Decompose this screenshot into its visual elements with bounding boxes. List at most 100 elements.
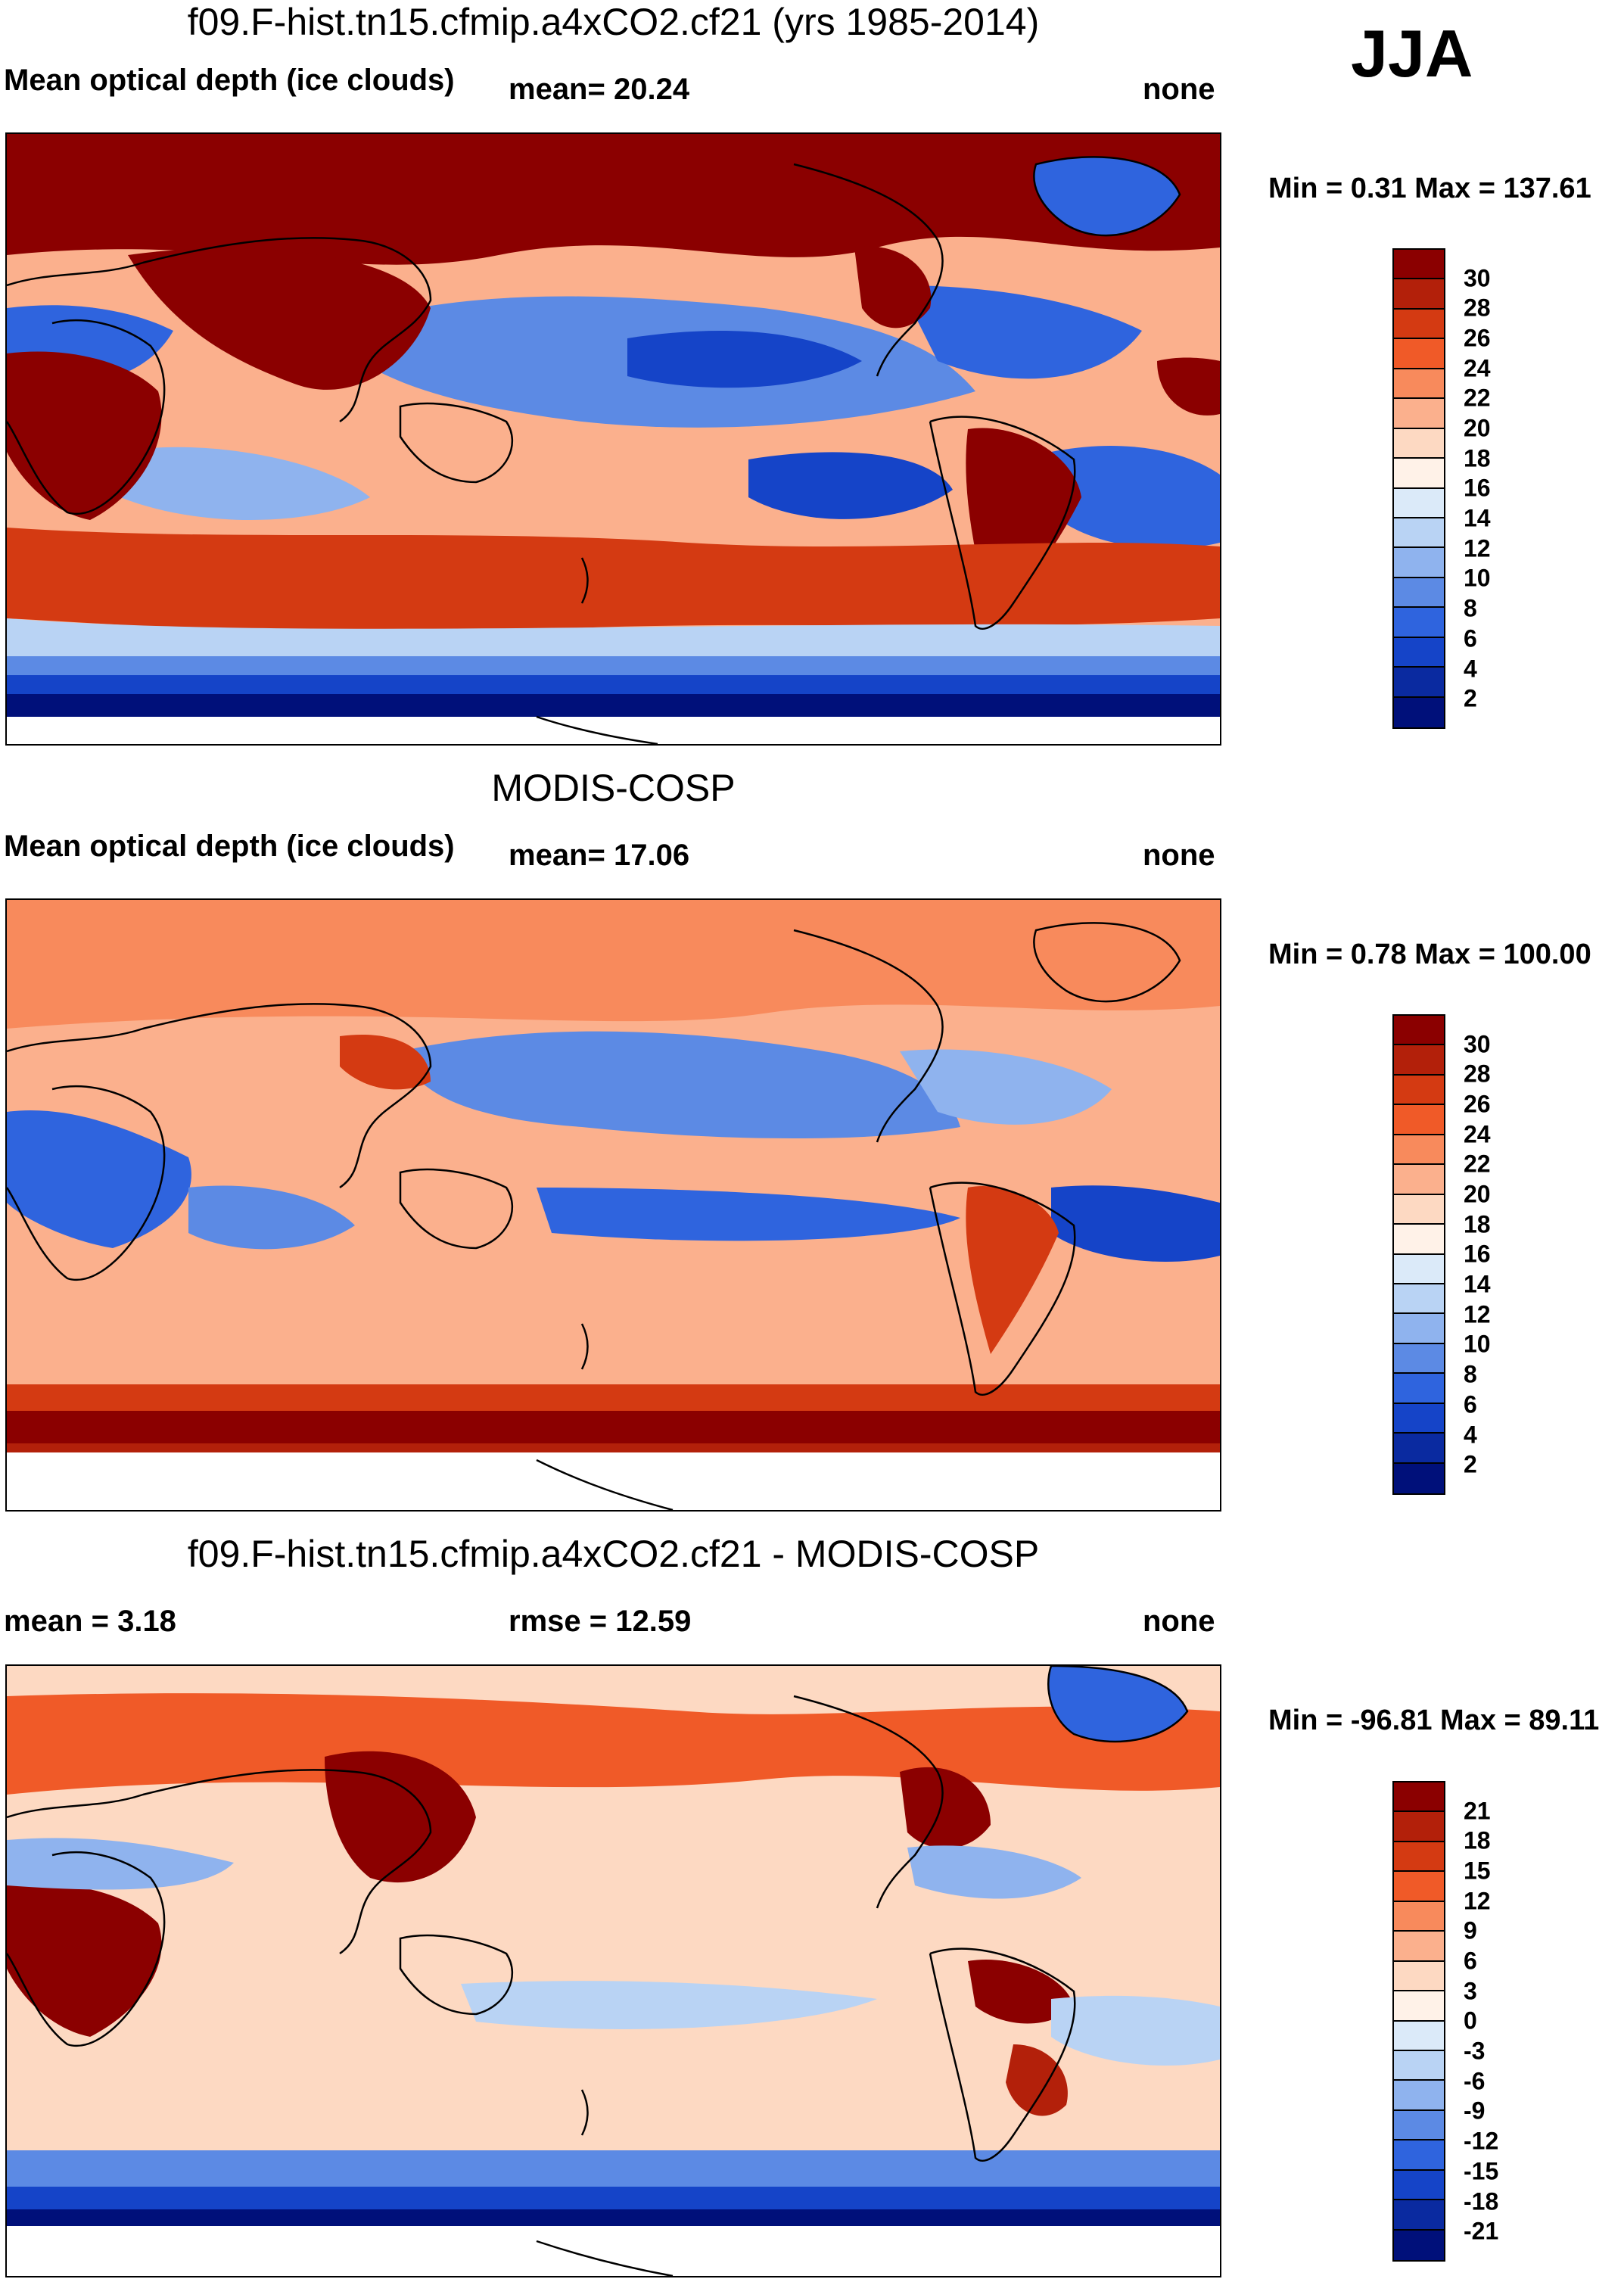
panel-1-map-field bbox=[7, 134, 1220, 744]
colorbar-swatch bbox=[1394, 1165, 1444, 1195]
colorbar-tick-label: 26 bbox=[1464, 1090, 1491, 1118]
colorbar-swatch bbox=[1394, 697, 1444, 727]
colorbar-tick-label: 6 bbox=[1464, 1947, 1477, 1975]
colorbar-tick-label: 0 bbox=[1464, 2007, 1477, 2035]
colorbar-tick-label: 6 bbox=[1464, 624, 1477, 652]
colorbar-tick-label: 20 bbox=[1464, 1180, 1491, 1208]
colorbar-tick-label: -21 bbox=[1464, 2217, 1499, 2245]
colorbar-swatch bbox=[1394, 1284, 1444, 1315]
panel-3-map bbox=[5, 1664, 1221, 2277]
panel-1-variable-label: Mean optical depth (ice clouds) bbox=[4, 64, 455, 97]
panel-2-variable-label: Mean optical depth (ice clouds) bbox=[4, 830, 455, 863]
colorbar-swatch bbox=[1394, 1961, 1444, 1992]
colorbar-swatch bbox=[1394, 1254, 1444, 1284]
panel-1-colorbar bbox=[1392, 248, 1445, 729]
colorbar-swatch bbox=[1394, 1135, 1444, 1166]
colorbar-swatch bbox=[1394, 1932, 1444, 1962]
colorbar-tick-label: 28 bbox=[1464, 1060, 1491, 1088]
colorbar-swatch bbox=[1394, 2200, 1444, 2231]
colorbar-swatch bbox=[1394, 488, 1444, 518]
colorbar-tick-label: -3 bbox=[1464, 2037, 1486, 2065]
colorbar-swatch bbox=[1394, 279, 1444, 310]
colorbar-tick-label: -6 bbox=[1464, 2067, 1486, 2095]
panel-3-units-label: none bbox=[1143, 1605, 1215, 1638]
panel-1-minmax: Min = 0.31 Max = 137.61 bbox=[1268, 173, 1591, 204]
colorbar-tick-label: -9 bbox=[1464, 2097, 1486, 2125]
colorbar-swatch bbox=[1394, 2050, 1444, 2081]
panel-3-minmax: Min = -96.81 Max = 89.11 bbox=[1268, 1705, 1600, 1736]
colorbar-tick-label: 8 bbox=[1464, 594, 1477, 622]
colorbar-tick-label: 15 bbox=[1464, 1857, 1491, 1885]
colorbar-swatch bbox=[1394, 428, 1444, 459]
colorbar-swatch bbox=[1394, 1463, 1444, 1493]
panel-2-map bbox=[5, 898, 1221, 1512]
colorbar-swatch bbox=[1394, 1343, 1444, 1375]
colorbar-swatch bbox=[1394, 637, 1444, 668]
colorbar-tick-label: -15 bbox=[1464, 2157, 1499, 2185]
panel-2-colorbar bbox=[1392, 1014, 1445, 1495]
colorbar-tick-label: 18 bbox=[1464, 444, 1491, 472]
colorbar-swatch bbox=[1394, 1374, 1444, 1404]
colorbar-swatch bbox=[1394, 2230, 1444, 2260]
colorbar-swatch bbox=[1394, 1434, 1444, 1464]
colorbar-tick-label: 16 bbox=[1464, 1240, 1491, 1268]
colorbar-tick-label: 3 bbox=[1464, 1977, 1477, 2005]
colorbar-swatch bbox=[1394, 1872, 1444, 1902]
colorbar-tick-label: 12 bbox=[1464, 1887, 1491, 1915]
colorbar-swatch bbox=[1394, 2110, 1444, 2141]
colorbar-tick-label: 22 bbox=[1464, 384, 1491, 412]
colorbar-tick-label: 18 bbox=[1464, 1210, 1491, 1238]
colorbar-tick-label: 24 bbox=[1464, 1120, 1491, 1148]
panel-3-mean-label: mean = 3.18 bbox=[4, 1605, 176, 1638]
panel-1-title: f09.F-hist.tn15.cfmip.a4xCO2.cf21 (yrs 1… bbox=[187, 1, 1040, 43]
colorbar-swatch bbox=[1394, 1016, 1444, 1046]
colorbar-tick-label: 10 bbox=[1464, 564, 1491, 592]
colorbar-tick-label: 22 bbox=[1464, 1150, 1491, 1178]
panel-2-minmax: Min = 0.78 Max = 100.00 bbox=[1268, 939, 1591, 970]
colorbar-tick-label: 14 bbox=[1464, 1270, 1491, 1298]
panel-2-title: MODIS-COSP bbox=[491, 767, 736, 809]
colorbar-swatch bbox=[1394, 668, 1444, 698]
colorbar-swatch bbox=[1394, 1812, 1444, 1842]
colorbar-tick-label: 24 bbox=[1464, 354, 1491, 382]
colorbar-tick-label: 9 bbox=[1464, 1916, 1477, 1944]
colorbar-tick-label: 30 bbox=[1464, 264, 1491, 292]
colorbar-swatch bbox=[1394, 1842, 1444, 1873]
colorbar-tick-label: 30 bbox=[1464, 1030, 1491, 1058]
colorbar-swatch bbox=[1394, 369, 1444, 400]
panel-3-colorbar bbox=[1392, 1781, 1445, 2262]
colorbar-swatch bbox=[1394, 608, 1444, 638]
colorbar-tick-label: 18 bbox=[1464, 1826, 1491, 1854]
panel-2-mean-label: mean= 17.06 bbox=[509, 839, 690, 872]
colorbar-swatch bbox=[1394, 1194, 1444, 1225]
panel-3-rmse-label: rmse = 12.59 bbox=[509, 1605, 692, 1638]
panel-2-map-field bbox=[7, 900, 1220, 1510]
colorbar-swatch bbox=[1394, 309, 1444, 340]
colorbar-swatch bbox=[1394, 1225, 1444, 1255]
colorbar-swatch bbox=[1394, 2140, 1444, 2171]
panel-1-map bbox=[5, 132, 1221, 746]
colorbar-swatch bbox=[1394, 2021, 1444, 2051]
panel-3-title: f09.F-hist.tn15.cfmip.a4xCO2.cf21 - MODI… bbox=[187, 1533, 1040, 1575]
colorbar-swatch bbox=[1394, 2170, 1444, 2201]
colorbar-swatch bbox=[1394, 1045, 1444, 1076]
colorbar-tick-label: -12 bbox=[1464, 2127, 1499, 2155]
colorbar-tick-label: 4 bbox=[1464, 1421, 1477, 1449]
colorbar-swatch bbox=[1394, 548, 1444, 578]
colorbar-tick-label: 16 bbox=[1464, 474, 1491, 502]
colorbar-swatch bbox=[1394, 1075, 1444, 1106]
colorbar-swatch bbox=[1394, 2081, 1444, 2111]
colorbar-tick-label: -18 bbox=[1464, 2187, 1499, 2215]
colorbar-swatch bbox=[1394, 518, 1444, 549]
colorbar-tick-label: 2 bbox=[1464, 1450, 1477, 1478]
colorbar-tick-label: 6 bbox=[1464, 1390, 1477, 1418]
colorbar-swatch bbox=[1394, 1314, 1444, 1344]
panel-3-map-field bbox=[7, 1666, 1220, 2276]
colorbar-tick-label: 14 bbox=[1464, 504, 1491, 532]
colorbar-swatch bbox=[1394, 1105, 1444, 1135]
colorbar-tick-label: 28 bbox=[1464, 294, 1491, 322]
colorbar-tick-label: 12 bbox=[1464, 1300, 1491, 1328]
colorbar-tick-label: 2 bbox=[1464, 684, 1477, 712]
colorbar-swatch bbox=[1394, 1901, 1444, 1932]
colorbar-tick-label: 21 bbox=[1464, 1797, 1491, 1825]
